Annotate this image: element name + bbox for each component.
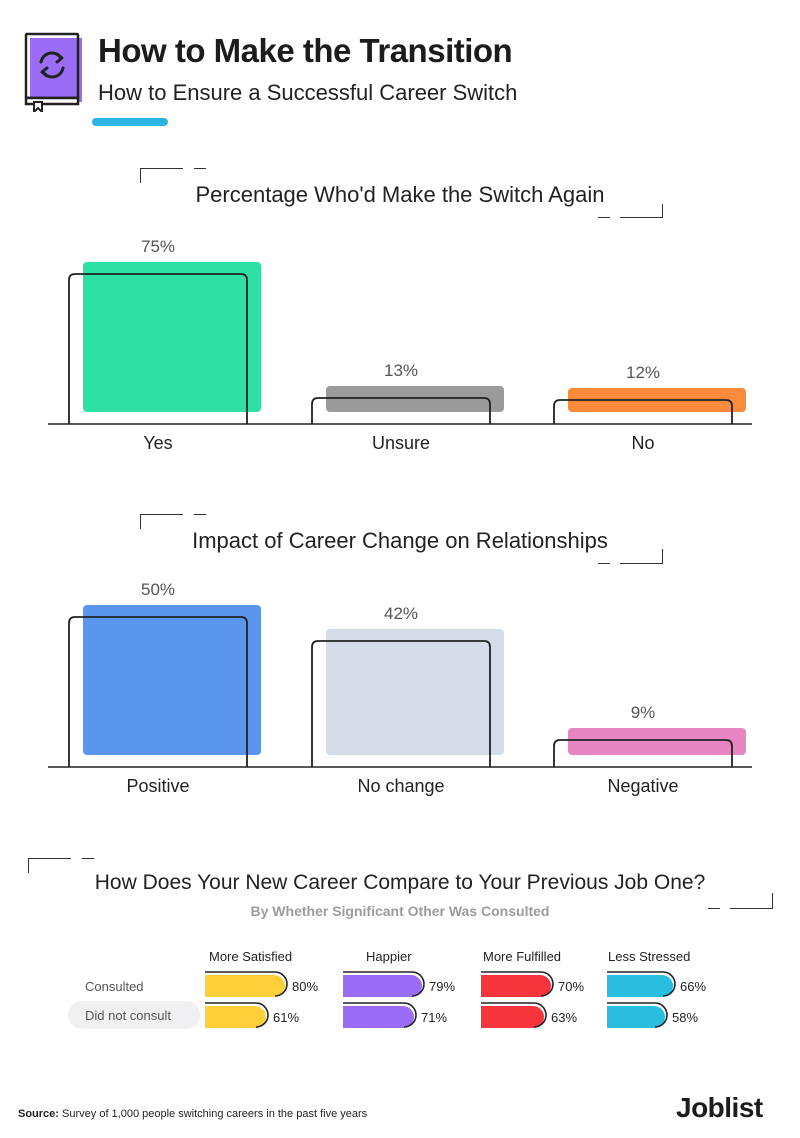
hbar <box>205 1006 266 1028</box>
hbar-outline <box>343 1002 417 1028</box>
category-label: No <box>631 433 654 453</box>
bar-outline <box>68 616 248 767</box>
category-label: Unsure <box>372 433 430 453</box>
hbar-svg: 80% 61% 79% 71% 70% 63% 66% 58% <box>205 971 706 1028</box>
bar <box>83 605 261 755</box>
bar-outline <box>553 739 733 767</box>
category-label: Yes <box>143 433 172 453</box>
joblist-logo: Joblist <box>676 1092 763 1123</box>
bar <box>568 728 746 755</box>
hbar-outline <box>481 971 554 997</box>
data-label: 50% <box>141 580 175 599</box>
refresh-book-icon <box>24 32 82 115</box>
hbar-label: 70% <box>558 979 584 994</box>
bracket-top-dash <box>194 514 206 515</box>
row-highlight-pill <box>68 1001 200 1029</box>
hbar-label: 71% <box>421 1010 447 1025</box>
title-accent-line <box>92 118 168 126</box>
data-label: 12% <box>626 363 660 382</box>
hbar-label: 79% <box>429 979 455 994</box>
bracket-top-left <box>140 514 183 529</box>
chart-title: How Does Your New Career Compare to Your… <box>94 871 706 894</box>
row-label-did-not-consult: Did not consult <box>85 1008 171 1023</box>
row-label-consulted: Consulted <box>85 979 144 994</box>
bar <box>326 629 504 755</box>
bracket-top-dash <box>82 858 94 859</box>
hbar <box>607 1006 665 1028</box>
bracket-bottom-dash <box>598 563 610 564</box>
hbar <box>481 1006 544 1028</box>
category-label: Negative <box>607 776 678 796</box>
source-label: Source: <box>18 1108 59 1120</box>
bar <box>326 386 504 412</box>
group-header: More Fulfilled <box>483 949 562 964</box>
bar-outline <box>553 399 733 424</box>
category-label: No change <box>357 776 444 796</box>
data-label: 9% <box>631 703 656 722</box>
hbar <box>343 975 422 997</box>
hbar <box>205 975 285 997</box>
chart-svg: 75% Yes 13% Unsure 12% No <box>48 237 752 453</box>
hbar <box>481 975 551 997</box>
group-header: More Satisfied <box>209 949 293 964</box>
chart-title: Impact of Career Change on Relationships <box>192 528 608 553</box>
bracket-top-left <box>140 168 183 183</box>
data-label: 75% <box>141 237 175 256</box>
data-label: 13% <box>384 361 418 380</box>
chart-subtitle: By Whether Significant Other Was Consult… <box>250 903 550 919</box>
hbar-outline <box>481 1002 547 1028</box>
bracket-bottom-right <box>620 204 663 218</box>
bar-outline <box>311 640 491 767</box>
hbar-outline <box>343 971 425 997</box>
bar-outline <box>311 397 491 424</box>
data-label: 42% <box>384 604 418 623</box>
bracket-bottom-right <box>730 893 773 909</box>
hbar-outline <box>607 971 676 997</box>
bracket-top-left <box>28 858 71 873</box>
bracket-bottom-dash <box>708 908 720 909</box>
hbar-label: 80% <box>292 979 318 994</box>
bracket-bottom-right <box>620 549 663 564</box>
group-header: Happier <box>366 949 412 964</box>
hbar-label: 61% <box>273 1010 299 1025</box>
header-icon <box>24 32 86 115</box>
source-text: Survey of 1,000 people switching careers… <box>62 1108 368 1120</box>
chart-svg: 50% Positive 42% No change 9% Negative <box>48 580 752 796</box>
page-subtitle: How to Ensure a Successful Career Switch <box>98 80 518 105</box>
group-header: Less Stressed <box>608 949 691 964</box>
chart-title: Percentage Who'd Make the Switch Again <box>195 182 605 207</box>
hbar-label: 66% <box>680 979 706 994</box>
bar <box>83 262 261 412</box>
hbar-label: 63% <box>551 1010 577 1025</box>
hbar <box>343 1006 414 1028</box>
hbar <box>607 975 673 997</box>
bracket-bottom-dash <box>598 217 610 218</box>
bracket-top-dash <box>194 168 206 169</box>
bar-outline <box>68 273 248 424</box>
hbar-outline <box>607 1002 668 1028</box>
hbar-label: 58% <box>672 1010 698 1025</box>
hbar-outline <box>205 1002 269 1028</box>
hbar-outline <box>205 971 288 997</box>
category-label: Positive <box>126 776 189 796</box>
source-note: Source: Survey of 1,000 people switching… <box>18 1108 367 1120</box>
page-title: How to Make the Transition <box>98 32 513 69</box>
